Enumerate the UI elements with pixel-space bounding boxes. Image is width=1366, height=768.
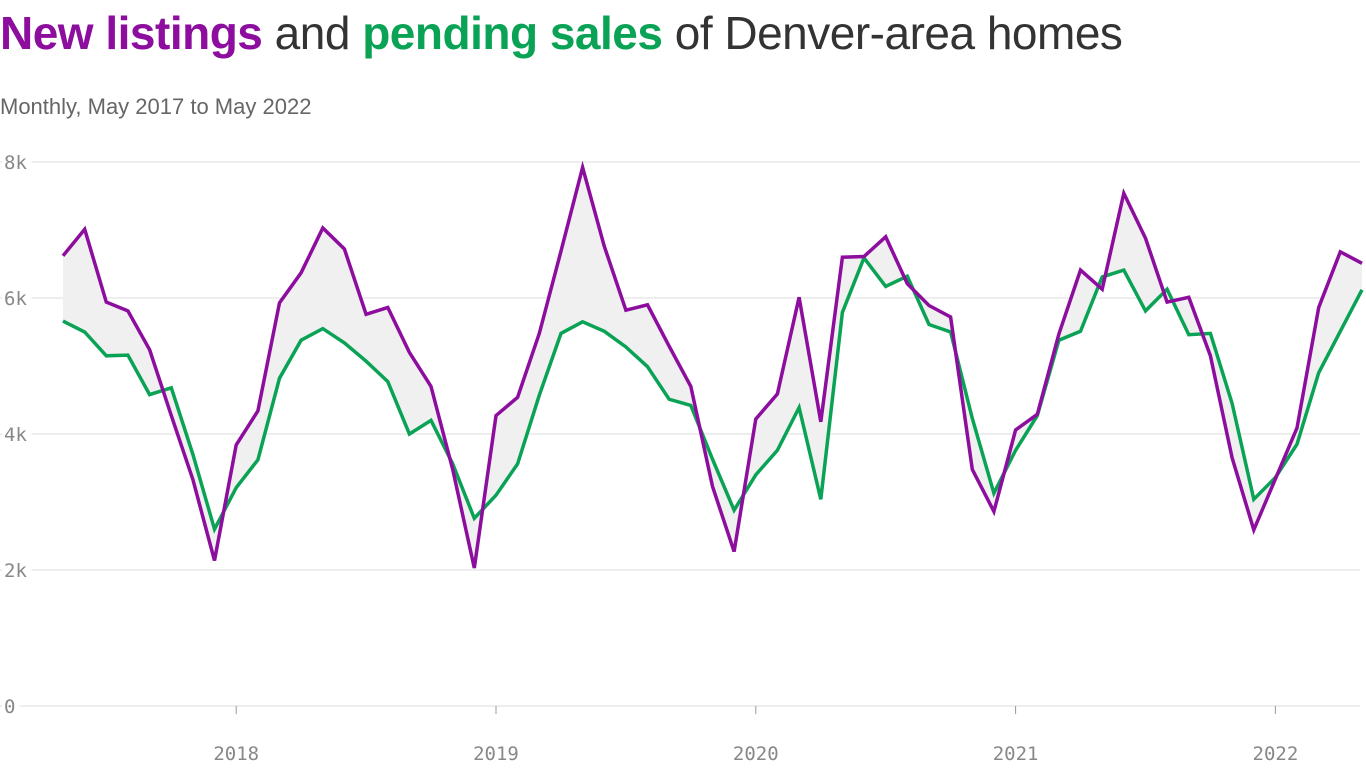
gap-area — [63, 167, 1362, 568]
title-rest: of Denver-area homes — [662, 7, 1123, 59]
y-tick-label: 6k — [4, 288, 27, 310]
y-tick-label-bg — [2, 696, 20, 718]
x-tick-label: 2018 — [213, 743, 259, 765]
title-connector: and — [262, 7, 363, 59]
area-between-series — [63, 167, 1362, 568]
y-tick-label: 0 — [4, 696, 15, 718]
title-new-listings: New listings — [0, 7, 263, 59]
y-tick-label: 4k — [4, 424, 27, 446]
y-tick-label: 8k — [4, 152, 27, 174]
x-tick-label: 2019 — [473, 743, 519, 765]
series-lines — [61, 160, 1364, 569]
chart-title: New listings and pending sales of Denver… — [0, 6, 1123, 60]
title-pending-sales: pending sales — [362, 7, 663, 59]
x-tick-label: 2020 — [733, 743, 779, 765]
y-tick-label-bg — [2, 424, 32, 446]
x-tick-label: 2022 — [1253, 743, 1299, 765]
axes: 0 2k 4k 6k 8k 2018 2019 2020 2021 2022 — [2, 152, 1298, 765]
grid-lines — [0, 161, 1360, 707]
y-tick-label-bg — [2, 288, 32, 310]
y-tick-label-bg — [2, 560, 32, 582]
y-tick-label-bg — [2, 152, 32, 174]
y-tick-label: 2k — [4, 560, 27, 582]
series-line-pending-sales — [62, 254, 1364, 534]
chart-subtitle: Monthly, May 2017 to May 2022 — [0, 94, 312, 119]
x-tick-label: 2021 — [993, 743, 1039, 765]
series-line-new-listings — [61, 160, 1363, 569]
